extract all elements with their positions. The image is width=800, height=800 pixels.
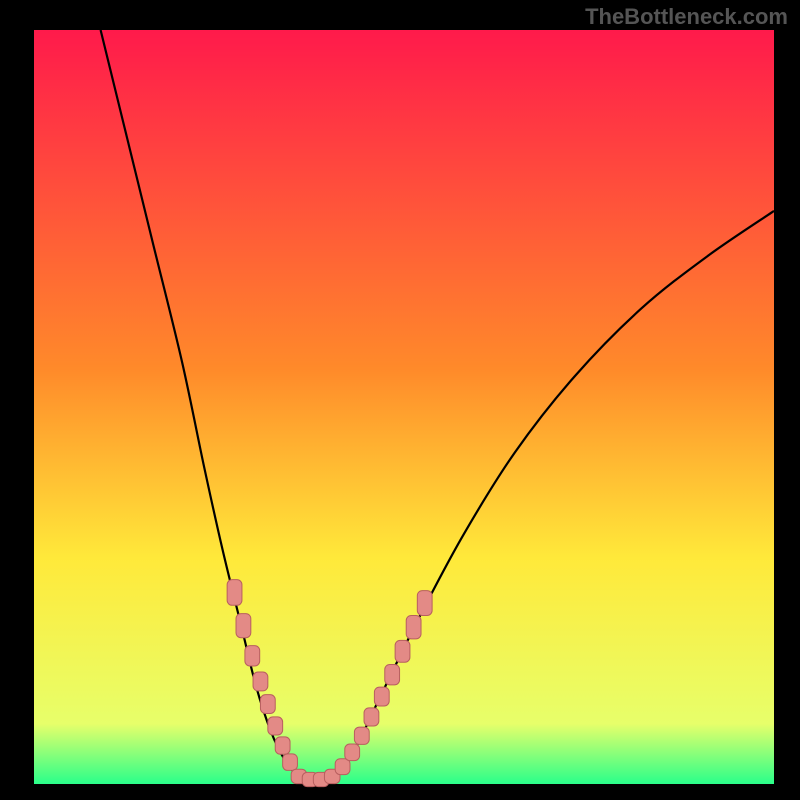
curve-left — [101, 30, 301, 779]
curve-right — [330, 211, 774, 780]
marker — [268, 717, 283, 735]
marker — [245, 646, 260, 666]
marker — [227, 580, 242, 606]
chart-svg — [0, 0, 800, 800]
marker — [374, 687, 389, 706]
watermark-text: TheBottleneck.com — [585, 4, 788, 30]
marker — [354, 727, 369, 744]
marker — [335, 759, 350, 775]
marker — [260, 695, 275, 714]
chart-root: TheBottleneck.com — [0, 0, 800, 800]
marker — [395, 640, 410, 662]
markers-group — [227, 580, 432, 787]
marker — [406, 615, 421, 638]
marker — [236, 614, 251, 638]
marker — [275, 737, 290, 754]
marker — [283, 754, 298, 771]
marker — [345, 744, 360, 761]
marker — [364, 708, 379, 726]
marker — [385, 664, 400, 684]
marker — [417, 591, 432, 616]
marker — [253, 672, 268, 691]
